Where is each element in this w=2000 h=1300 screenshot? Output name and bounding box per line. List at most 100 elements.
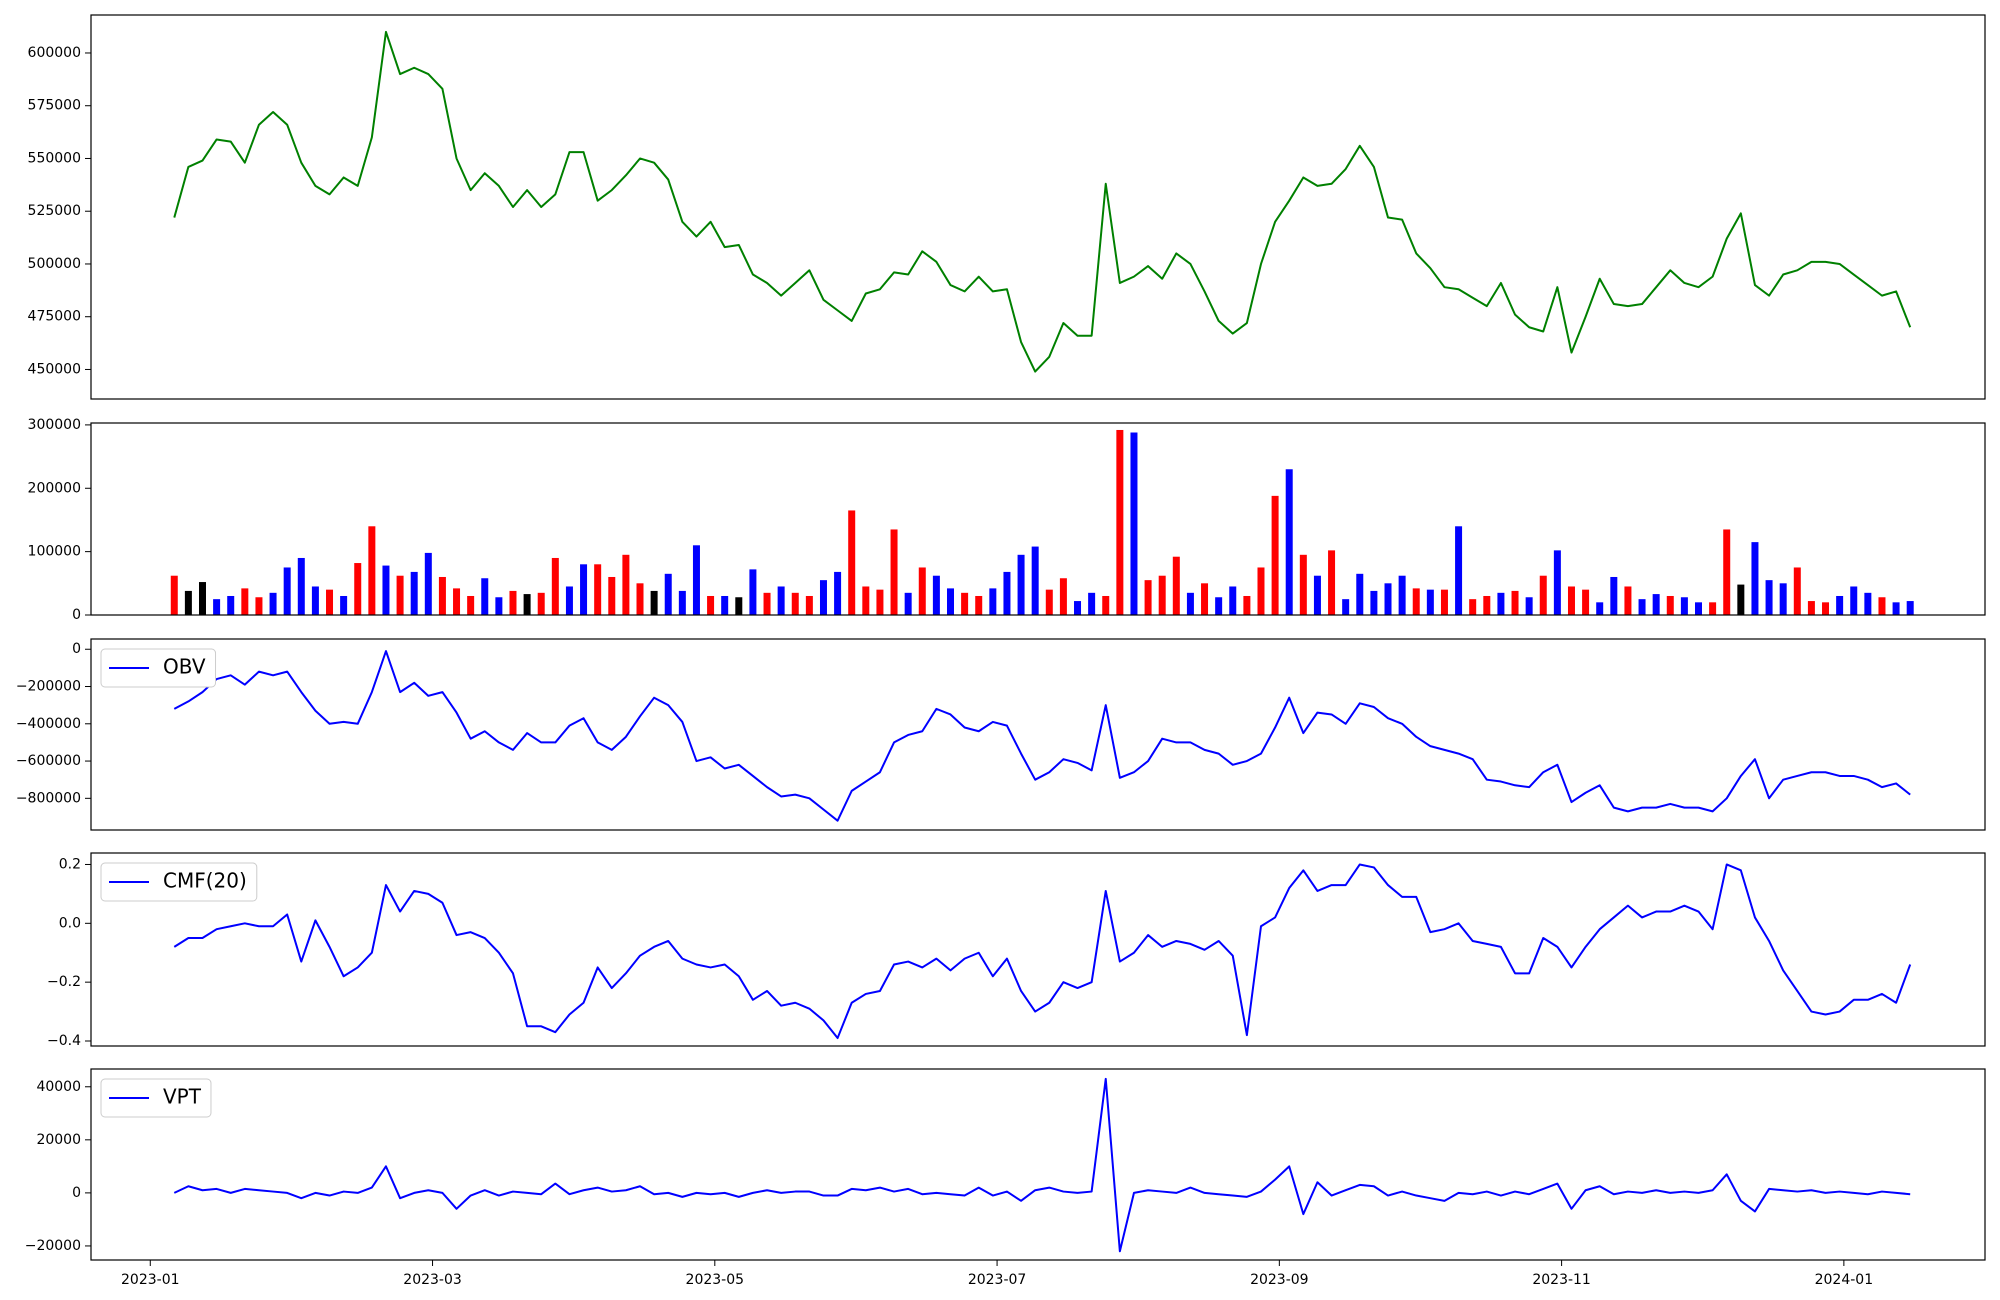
volume-bar xyxy=(1243,595,1251,615)
y-tick-label: 0.0 xyxy=(59,915,81,931)
volume-bar xyxy=(438,576,446,615)
volume-bar xyxy=(1483,595,1491,615)
volume-bar xyxy=(1525,597,1533,615)
y-tick-label: 0 xyxy=(72,641,81,657)
y-tick-label: 525000 xyxy=(28,203,81,219)
volume-bar xyxy=(1102,595,1110,615)
volume-bar xyxy=(692,545,700,615)
y-tick-label: −0.4 xyxy=(47,1033,81,1049)
volume-bar xyxy=(1878,597,1886,615)
volume-bar xyxy=(1469,599,1477,615)
volume-bar xyxy=(989,588,997,615)
volume-bar xyxy=(1426,589,1434,615)
volume-bar xyxy=(1384,583,1392,615)
volume-bar xyxy=(636,583,644,615)
series-line xyxy=(173,863,1912,1040)
volume-bar xyxy=(1822,602,1830,615)
volume-bar xyxy=(424,552,432,615)
panel-frame xyxy=(90,638,1986,831)
panel-frame xyxy=(90,422,1986,616)
y-tick-label: 0 xyxy=(72,1185,81,1201)
volume-bar xyxy=(1229,586,1237,615)
volume-bar xyxy=(1765,580,1773,615)
volume-bar xyxy=(1539,575,1547,615)
volume-bar xyxy=(1031,546,1039,615)
volume-bar xyxy=(565,586,573,615)
legend-label: VPT xyxy=(163,1085,202,1109)
volume-bar xyxy=(537,592,545,615)
volume-bar xyxy=(311,586,319,615)
series-line xyxy=(173,30,1912,373)
volume-bar xyxy=(1158,575,1166,615)
volume-bar xyxy=(1215,597,1223,615)
volume-bar xyxy=(170,575,178,615)
panel-frame xyxy=(90,852,1986,1047)
volume-bar xyxy=(1201,583,1209,615)
y-tick-label: 0 xyxy=(72,607,81,623)
volume-bar xyxy=(946,588,954,615)
series-line xyxy=(173,650,1911,822)
volume-bar xyxy=(354,563,362,615)
y-tick-label: 0.2 xyxy=(59,856,81,872)
y-tick-label: 500000 xyxy=(28,256,81,272)
volume-bar xyxy=(1511,590,1519,615)
volume-bar xyxy=(1906,601,1914,615)
volume-bar xyxy=(791,592,799,615)
x-tick-label: 2023-05 xyxy=(686,1272,745,1288)
y-tick-label: 600000 xyxy=(28,45,81,61)
volume-bar xyxy=(1680,597,1688,615)
volume-bar xyxy=(1779,583,1787,615)
volume-bar xyxy=(1695,602,1703,615)
volume-bar xyxy=(1610,576,1618,615)
x-tick-label: 2023-11 xyxy=(1532,1272,1591,1288)
volume-bar xyxy=(1328,550,1336,615)
y-tick-label: 300000 xyxy=(28,417,81,433)
volume-bar xyxy=(834,571,842,615)
y-tick-label: 40000 xyxy=(36,1079,81,1095)
volume-bar xyxy=(1172,556,1180,615)
volume-bar xyxy=(1455,526,1463,615)
volume-bar xyxy=(1257,567,1265,615)
volume-bar xyxy=(876,589,884,615)
volume-bar xyxy=(255,597,263,615)
volume-bar xyxy=(622,554,630,615)
volume-bar xyxy=(1313,575,1321,615)
volume-bar xyxy=(1088,592,1096,615)
volume-bar xyxy=(198,582,206,615)
volume-bar xyxy=(819,580,827,615)
volume-bar xyxy=(1059,578,1067,615)
volume-bar xyxy=(890,529,898,615)
volume-bar xyxy=(1723,529,1731,615)
volume-bar xyxy=(1412,588,1420,615)
volume-bar xyxy=(1356,573,1364,615)
legend-box xyxy=(100,648,217,688)
volume-bar xyxy=(1596,602,1604,615)
y-tick-label: −200000 xyxy=(16,679,81,695)
volume-bar xyxy=(749,569,757,615)
volume-bar xyxy=(523,594,531,615)
volume-bar xyxy=(1582,589,1590,615)
x-tick-label: 2023-09 xyxy=(1250,1272,1309,1288)
x-tick-label: 2023-03 xyxy=(403,1272,462,1288)
volume-bar xyxy=(1638,599,1646,615)
volume-bar xyxy=(382,565,390,615)
panel-frame xyxy=(90,14,1986,400)
volume-bar xyxy=(805,595,813,615)
y-tick-label: −600000 xyxy=(16,753,81,769)
y-tick-label: 575000 xyxy=(28,98,81,114)
volume-bar xyxy=(862,586,870,615)
volume-bar xyxy=(1567,586,1575,615)
volume-bar xyxy=(269,592,277,615)
volume-bar xyxy=(1652,594,1660,615)
y-tick-label: 450000 xyxy=(28,361,81,377)
volume-bar xyxy=(1497,592,1505,615)
volume-bar xyxy=(1892,602,1900,615)
volume-bar xyxy=(1144,580,1152,615)
volume-bar xyxy=(735,597,743,615)
volume-bar xyxy=(1285,469,1293,615)
volume-bar xyxy=(961,592,969,615)
volume-bar xyxy=(1624,586,1632,615)
volume-bar xyxy=(368,526,376,615)
volume-bar xyxy=(1342,599,1350,615)
volume-bar xyxy=(241,588,249,615)
